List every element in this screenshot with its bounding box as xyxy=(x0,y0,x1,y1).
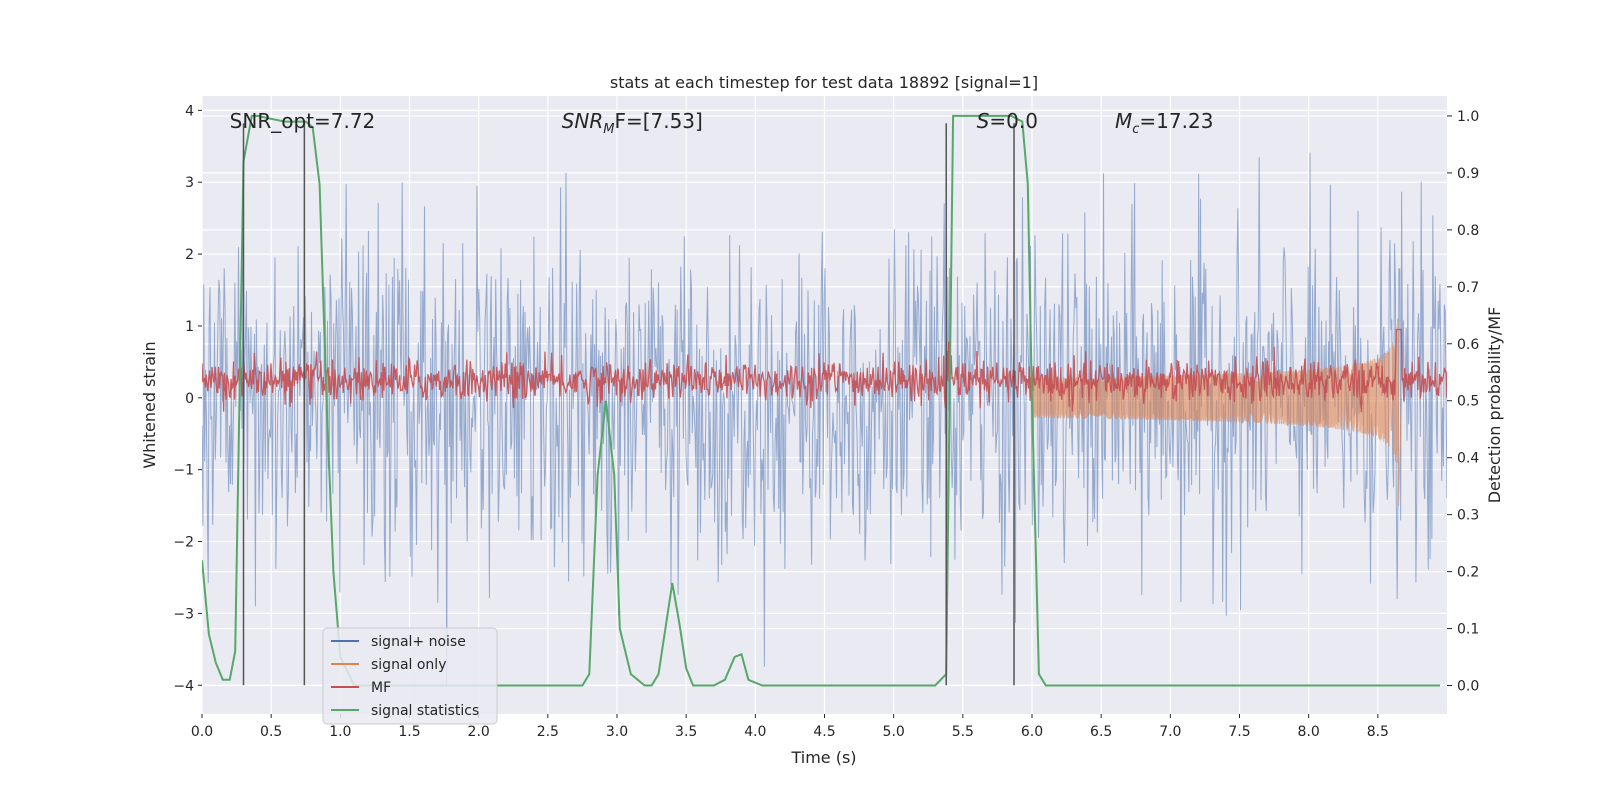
y-right-tick-label: 0.5 xyxy=(1457,394,1479,410)
legend-label: signal statistics xyxy=(371,703,479,719)
y-right-tick-label: 0.2 xyxy=(1457,565,1479,581)
y-left-tick-label: 1 xyxy=(185,319,194,335)
x-tick-label: 8.5 xyxy=(1367,724,1389,740)
chart-title: stats at each timestep for test data 188… xyxy=(610,73,1038,92)
legend-entry-mf: MF xyxy=(331,680,391,696)
y-left-tick-label: −4 xyxy=(173,678,194,694)
x-tick-label: 0.0 xyxy=(191,724,213,740)
x-tick-label: 8.0 xyxy=(1298,724,1320,740)
x-tick-label: 1.5 xyxy=(398,724,420,740)
x-tick-label: 3.0 xyxy=(606,724,628,740)
y-left-tick-label: −2 xyxy=(173,535,194,551)
annotation-mc: Mc=17.23 xyxy=(1115,109,1213,137)
y-left-axis-title: Whitened strain xyxy=(140,341,159,468)
y-right-axis-ticks: 1.0 0.9 0.8 0.7 0.6 0.5 0.4 0.3 0.2 0.1 0.0 xyxy=(1447,109,1479,695)
y-right-tick-label: 0.7 xyxy=(1457,280,1479,296)
legend-label: MF xyxy=(371,680,391,696)
x-tick-label: 6.0 xyxy=(1021,724,1043,740)
vertical-markers xyxy=(242,123,1015,686)
annotation-s-stat: S=0.0 xyxy=(977,109,1038,133)
legend-label: signal only xyxy=(371,657,446,673)
legend-entry-signal-only: signal only xyxy=(331,657,446,673)
y-right-tick-label: 1.0 xyxy=(1457,109,1479,125)
legend-entry-signal-statistics: signal statistics xyxy=(331,703,479,719)
x-tick-label: 0.5 xyxy=(260,724,282,740)
annotations: SNR_opt=7.72 SNRMF=[7.53] S=0.0 Mc=17.23 xyxy=(230,109,1214,137)
y-left-tick-label: 4 xyxy=(185,103,194,119)
legend-entry-signal-noise: signal+ noise xyxy=(331,634,466,650)
x-tick-label: 6.5 xyxy=(1090,724,1112,740)
x-tick-label: 2.0 xyxy=(468,724,490,740)
legend-label: signal+ noise xyxy=(371,634,466,650)
series-mf xyxy=(202,328,1447,413)
y-left-tick-label: −1 xyxy=(173,463,194,479)
x-tick-label: 5.0 xyxy=(883,724,905,740)
annotation-snr-opt: SNR_opt=7.72 xyxy=(230,109,376,133)
series-signal-noise xyxy=(202,152,1447,689)
x-tick-label: 4.0 xyxy=(744,724,766,740)
x-tick-label: 5.5 xyxy=(952,724,974,740)
x-tick-label: 7.0 xyxy=(1159,724,1181,740)
x-tick-label: 1.0 xyxy=(329,724,351,740)
x-tick-label: 2.5 xyxy=(537,724,559,740)
y-right-tick-label: 0.6 xyxy=(1457,337,1479,353)
x-grid xyxy=(201,96,1379,714)
series-signal-statistics xyxy=(202,114,1441,687)
y-left-tick-label: 0 xyxy=(185,391,194,407)
y-right-tick-label: 0.1 xyxy=(1457,622,1479,638)
x-tick-label: 7.5 xyxy=(1228,724,1250,740)
series-layer xyxy=(202,114,1447,689)
annotation-snr-mf: SNRMF=[7.53] xyxy=(562,109,703,137)
y-left-axis-ticks: 4 3 2 1 0 −1 −2 −3 −4 xyxy=(173,103,202,694)
y-right-tick-label: 0.0 xyxy=(1457,679,1479,695)
legend-box xyxy=(322,627,498,725)
legend: signal+ noise signal only MF signal stat… xyxy=(322,627,498,725)
y-right-tick-label: 0.9 xyxy=(1457,166,1479,182)
y-left-tick-label: 3 xyxy=(185,175,194,191)
y-right-axis-title: Detection probability/MF xyxy=(1485,307,1504,504)
x-tick-label: 4.5 xyxy=(813,724,835,740)
x-axis-ticks: 0.0 0.5 1.0 1.5 2.0 2.5 3.0 3.5 4.0 4.5 5.0 5.5 6.0 6… xyxy=(191,714,1389,740)
y-left-tick-label: −3 xyxy=(173,606,194,622)
y-right-tick-label: 0.3 xyxy=(1457,508,1479,524)
y-right-tick-label: 0.8 xyxy=(1457,223,1479,239)
x-tick-label: 3.5 xyxy=(675,724,697,740)
y-right-tick-label: 0.4 xyxy=(1457,451,1479,467)
y-left-tick-label: 2 xyxy=(185,247,194,263)
x-axis-title: Time (s) xyxy=(790,748,856,767)
